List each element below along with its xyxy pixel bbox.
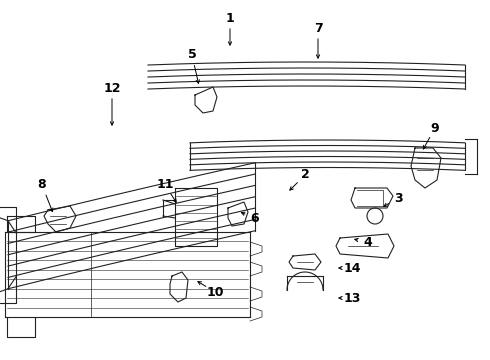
Text: 1: 1 — [225, 12, 234, 24]
Text: 2: 2 — [301, 168, 309, 181]
Text: 8: 8 — [38, 179, 47, 192]
Text: 12: 12 — [103, 81, 121, 94]
Text: 5: 5 — [188, 49, 196, 62]
Text: 4: 4 — [364, 235, 372, 248]
Text: 9: 9 — [431, 122, 440, 135]
Text: 7: 7 — [314, 22, 322, 35]
Text: 14: 14 — [343, 261, 361, 274]
Text: 3: 3 — [393, 192, 402, 204]
Text: 13: 13 — [343, 292, 361, 305]
Text: 6: 6 — [251, 211, 259, 225]
Text: 10: 10 — [206, 285, 224, 298]
Text: 11: 11 — [156, 179, 174, 192]
